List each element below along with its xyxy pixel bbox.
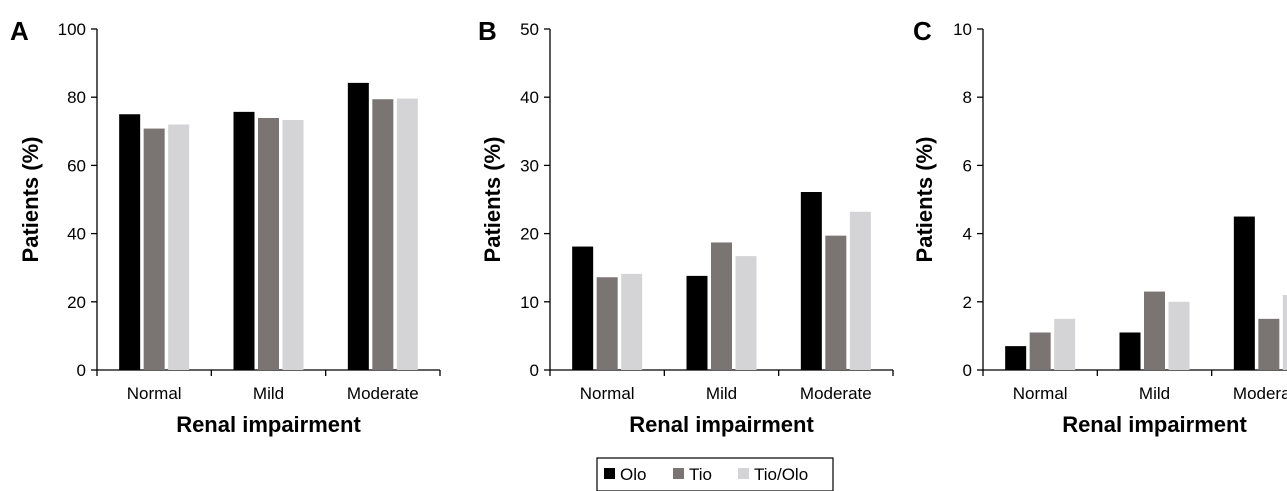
x-category-label: Normal [127, 384, 182, 403]
x-category-label: Moderate [1233, 384, 1287, 403]
legend-swatch-olo [604, 468, 615, 479]
y-tick-label: 4 [963, 225, 972, 244]
panel-letter: A [10, 16, 29, 46]
legend-label-tio-olo: Tio/Olo [754, 465, 808, 484]
bar-tio-olo-normal [621, 273, 643, 370]
bar-olo-moderate [1233, 216, 1255, 370]
y-tick-label: 0 [530, 361, 539, 380]
legend: Olo Tio Tio/Olo [596, 457, 834, 491]
x-axis-title: Renal impairment [1062, 412, 1247, 437]
y-tick-label: 80 [67, 88, 86, 107]
legend-swatch-tio [673, 468, 684, 479]
bar-olo-normal [572, 246, 594, 370]
bar-tio-olo-moderate [396, 98, 418, 371]
bar-olo-mild [686, 275, 708, 370]
bar-tio-normal [1029, 332, 1051, 370]
bar-tio-olo-normal [1054, 318, 1076, 370]
y-tick-label: 20 [520, 225, 539, 244]
bar-olo-normal [1005, 346, 1027, 370]
y-tick-label: 6 [963, 156, 972, 175]
bar-tio-mild [711, 242, 732, 370]
x-category-label: Normal [1013, 384, 1068, 403]
bar-tio-olo-moderate [1282, 294, 1287, 370]
bar-tio-mild [1144, 291, 1165, 370]
x-category-label: Mild [706, 384, 737, 403]
bar-tio-olo-normal [168, 124, 190, 370]
y-tick-label: 60 [67, 156, 86, 175]
x-category-label: Normal [580, 384, 635, 403]
bar-tio-mild [258, 118, 279, 370]
x-category-label: Moderate [800, 384, 872, 403]
y-tick-label: 40 [520, 88, 539, 107]
bar-tio-olo-mild [735, 256, 757, 370]
x-category-label: Moderate [347, 384, 419, 403]
panel-letter: B [478, 16, 497, 46]
bar-olo-mild [233, 111, 255, 370]
y-tick-label: 100 [58, 20, 86, 39]
bar-olo-mild [1119, 332, 1141, 370]
bar-tio-moderate [1258, 318, 1280, 370]
chart-panel-b: B 0 10 20 30 40 50 Normal Mild Moderate Renal impa… [478, 16, 894, 437]
x-axis-title: Renal impairment [629, 412, 814, 437]
y-axis-title: Patients (%) [480, 137, 505, 263]
bar-tio-olo-mild [282, 120, 304, 370]
x-category-label: Mild [253, 384, 284, 403]
bar-tio-olo-mild [1168, 301, 1190, 370]
bar-tio-moderate [825, 235, 847, 370]
y-tick-label: 10 [520, 293, 539, 312]
y-tick-label: 0 [963, 361, 972, 380]
y-tick-label: 20 [67, 293, 86, 312]
y-tick-label: 2 [963, 293, 972, 312]
y-axis-title: Patients (%) [18, 137, 43, 263]
chart-panel-c: C 0 2 4 6 8 10 Normal Mild Moderate Renal impairme… [912, 16, 1287, 437]
bar-tio-olo-moderate [849, 211, 871, 370]
bar-tio-normal [143, 128, 165, 370]
y-tick-label: 30 [520, 156, 539, 175]
y-axis-title: Patients (%) [912, 137, 937, 263]
y-tick-label: 8 [963, 88, 972, 107]
y-tick-label: 0 [77, 361, 86, 380]
bar-olo-moderate [347, 82, 369, 371]
bar-olo-normal [119, 114, 141, 370]
y-tick-label: 50 [520, 20, 539, 39]
panel-letter: C [913, 16, 932, 46]
chart-panel-a: A 0 20 40 60 80 100 Normal Mild Moderate Renal imp… [10, 16, 441, 437]
bar-tio-normal [596, 277, 618, 370]
x-category-label: Mild [1139, 384, 1170, 403]
y-tick-label: 10 [953, 20, 972, 39]
legend-label-olo: Olo [620, 465, 646, 484]
legend-swatch-tio-olo [738, 468, 749, 479]
legend-box [596, 457, 834, 491]
legend-label-tio: Tio [689, 465, 712, 484]
y-tick-label: 40 [67, 225, 86, 244]
x-axis-title: Renal impairment [176, 412, 361, 437]
bar-olo-moderate [800, 191, 822, 370]
bar-tio-moderate [372, 99, 394, 370]
